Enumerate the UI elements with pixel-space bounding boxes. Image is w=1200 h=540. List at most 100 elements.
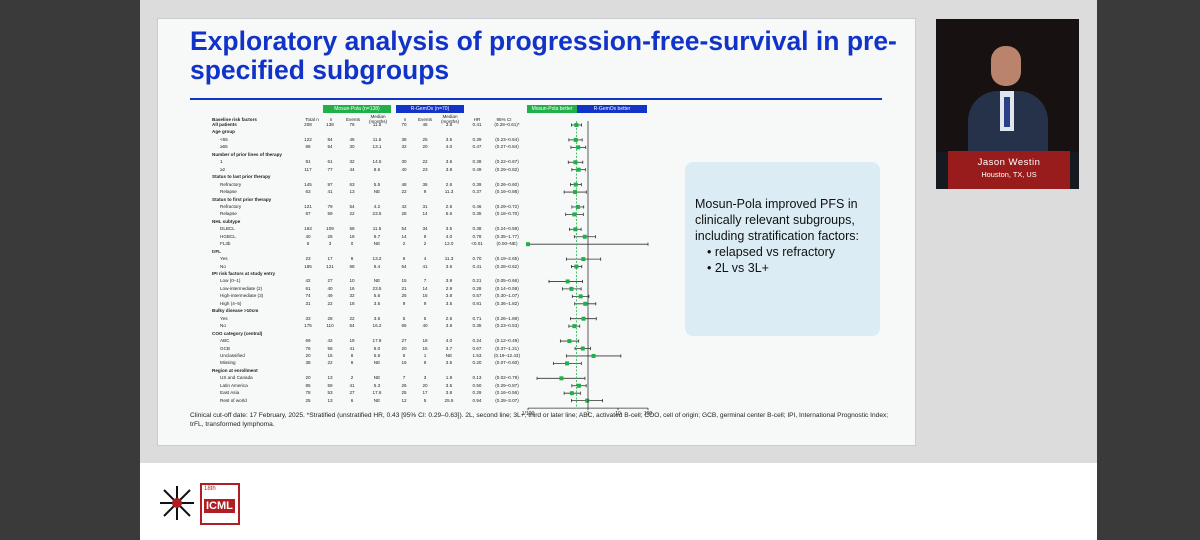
- cell-m2: 5.6: [445, 211, 453, 217]
- cell-e2: 2: [423, 241, 427, 247]
- cell-e2: 25: [422, 136, 428, 142]
- row-label: East Asia: [220, 390, 240, 396]
- cell-m2: NE: [445, 352, 453, 358]
- presentation-slide: Exploratory analysis of progression-free…: [157, 18, 916, 446]
- cell-ci: (0.16–0.88): [495, 189, 519, 195]
- cell-n1: 54: [327, 144, 333, 150]
- cell-m2: 3.8: [445, 293, 453, 299]
- cell-n1: 121: [326, 263, 334, 269]
- cell-ci: (0.28–3.07): [495, 397, 519, 403]
- cell-m2: 3.5: [445, 226, 453, 232]
- cell-e2: 9: [423, 300, 427, 306]
- cell-total: 117: [304, 166, 312, 172]
- cell-m2: 2.6: [445, 203, 453, 209]
- cell-m2: 2.6: [445, 315, 453, 321]
- cell-m1: 4.2: [373, 203, 381, 209]
- forest-plot: 1/100 1 10 100: [522, 121, 652, 417]
- table-row: Missing 38 22 8 NE 16 9 3.5 0.20 (0.07–0.60): [210, 359, 650, 367]
- cell-n1: 22: [327, 360, 333, 366]
- cell-e2: 9: [423, 360, 427, 366]
- col-ci-header: 95% CI: [496, 117, 512, 122]
- cell-n1: 15: [327, 352, 333, 358]
- left-background: [0, 0, 140, 540]
- cell-total: 63: [305, 189, 311, 195]
- cell-n1: 40: [327, 285, 333, 291]
- cell-e2: 7: [423, 278, 427, 284]
- hr-point: [576, 383, 581, 388]
- cell-e2: 14: [422, 211, 428, 217]
- row-label: <65: [220, 136, 228, 142]
- cell-e2: 22: [422, 159, 428, 165]
- cell-total: 23: [305, 256, 311, 262]
- cell-e1: 8: [350, 360, 354, 366]
- cell-hr: 0.28: [472, 285, 482, 291]
- cell-n1: 59: [327, 382, 333, 388]
- cell-total: 121: [304, 203, 312, 209]
- hr-point: [559, 376, 564, 381]
- cell-hr: 0.41: [472, 263, 482, 269]
- table-row: GCB 76 56 41 9.0 20 15 3.7 0.67 (0.37–1.21): [210, 345, 650, 353]
- cell-n1: 3: [328, 241, 332, 247]
- hr-point: [574, 264, 579, 269]
- cell-m2: 2.6: [445, 181, 453, 187]
- cell-hr: 0.49: [472, 166, 482, 172]
- key-message-bullets: relapsed vs refractory 2L vs 3L+: [695, 244, 875, 276]
- hr-point: [526, 242, 530, 247]
- row-label: Number of prior lines of therapy: [212, 151, 282, 157]
- cell-m1: NE: [373, 375, 381, 381]
- hr-point: [575, 204, 580, 209]
- cell-hr: 0.67: [472, 345, 482, 351]
- hr-point: [565, 361, 570, 366]
- row-label: Rest of world: [220, 397, 247, 403]
- table-row: DLBCL 163 109 58 11.5 54 34 3.5 0.38 (0.24–0.59): [210, 225, 650, 233]
- cell-hr: 0.81: [472, 300, 482, 306]
- row-label: Unclassified: [220, 352, 245, 358]
- cell-m2: 11.3: [444, 189, 454, 195]
- cell-ci: (0.26–1.89): [495, 315, 519, 321]
- cell-hr: 0.24: [472, 338, 482, 344]
- cell-n2: 14: [401, 233, 407, 239]
- cell-ci: (0.29–0.82): [495, 166, 519, 172]
- cell-ci: (0.37–1.21): [495, 345, 519, 351]
- hr-point: [565, 279, 570, 284]
- cell-n1: 77: [327, 166, 333, 172]
- table-row: Relapse 63 41 13 NE 22 9 11.3 0.37 (0.16–0.88): [210, 188, 650, 196]
- row-label: Low (0–1): [220, 278, 241, 284]
- cell-n2: 9: [402, 300, 406, 306]
- cell-e1: 44: [349, 166, 355, 172]
- cell-n2: 40: [401, 166, 407, 172]
- cell-n2: 64: [401, 263, 407, 269]
- cell-n2: 25: [401, 293, 407, 299]
- row-label: Region at enrollment: [212, 367, 258, 373]
- bullet-item: 2L vs 3L+: [707, 260, 875, 276]
- cell-total: 20: [305, 375, 311, 381]
- cell-total: 61: [305, 285, 311, 291]
- row-label: Age group: [212, 129, 235, 135]
- cell-total: 145: [304, 181, 312, 187]
- cell-ci: (0.24–0.59): [495, 226, 519, 232]
- hr-point: [580, 346, 585, 351]
- cell-hr: 0.39: [472, 136, 482, 142]
- cell-ci: (0.16–0.56): [495, 390, 519, 396]
- cell-total: 33: [305, 315, 311, 321]
- cell-ci: (0.29–0.87): [495, 382, 519, 388]
- cell-n2: 26: [401, 382, 407, 388]
- cell-total: 185: [304, 263, 312, 269]
- cell-n2: 6: [402, 256, 406, 262]
- table-row: Latin America 85 59 41 5.3 26 20 3.5 0.50 (0.29–0…: [210, 382, 650, 390]
- table-row: Rest of world 25 13 6 NE 12 5 25.5 0.94 (0.28–3.0…: [210, 397, 650, 405]
- cell-total: 20: [305, 352, 311, 358]
- cell-ci: (0.18–0.70): [495, 211, 519, 217]
- col-median-header: Median (months): [368, 114, 388, 124]
- hr-point: [581, 316, 586, 321]
- hr-point: [576, 167, 581, 172]
- conference-footer-bar: [140, 463, 1097, 540]
- logo-name: ICML: [204, 499, 235, 513]
- cell-e2: 3: [423, 375, 427, 381]
- table-section-header: Status to last prior therapy: [210, 173, 650, 181]
- cell-m1: 5.6: [373, 352, 381, 358]
- col-total-header: Total n: [305, 117, 319, 122]
- cell-ci: (0.07–0.60): [495, 360, 519, 366]
- row-label: Yes: [220, 315, 228, 321]
- cell-m1: 23.5: [372, 285, 382, 291]
